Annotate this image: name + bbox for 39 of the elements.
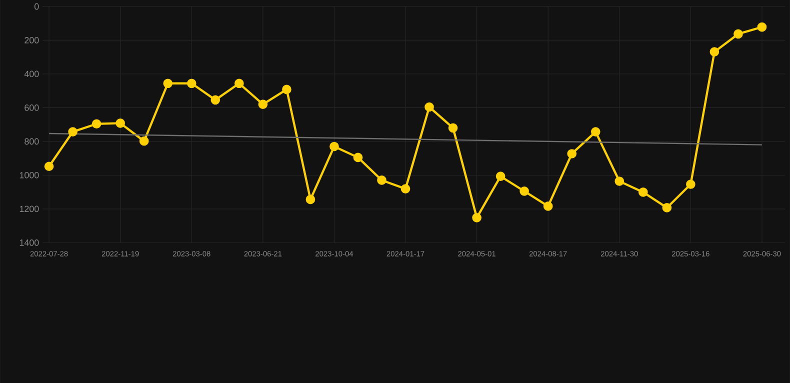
point <box>710 47 720 56</box>
point <box>306 194 316 204</box>
point <box>163 78 173 88</box>
point <box>234 78 244 88</box>
point <box>424 102 434 112</box>
point <box>282 84 292 94</box>
point <box>543 201 553 211</box>
point <box>186 78 196 88</box>
point <box>68 127 78 136</box>
point <box>92 119 102 128</box>
point <box>448 123 458 133</box>
point <box>614 176 624 186</box>
point <box>44 162 54 171</box>
y-tick-label: 800 <box>24 138 39 145</box>
point <box>686 180 696 189</box>
point <box>496 172 506 181</box>
point <box>590 127 600 136</box>
point <box>638 187 648 197</box>
point <box>116 118 126 128</box>
y-tick-label: 600 <box>24 104 39 111</box>
point <box>520 186 529 196</box>
point <box>757 22 767 32</box>
y-tick-label: 200 <box>24 36 39 44</box>
point <box>567 149 577 158</box>
y-tick-label: 1000 <box>20 172 39 178</box>
point <box>353 152 363 162</box>
point <box>734 29 743 39</box>
point <box>210 95 220 105</box>
point <box>400 184 410 194</box>
point <box>662 202 672 212</box>
point <box>258 100 268 109</box>
point <box>472 212 482 222</box>
y-tick-label: 0 <box>34 3 39 10</box>
point <box>139 136 149 146</box>
y-tick-label: 1200 <box>20 206 39 212</box>
point <box>330 142 339 152</box>
point <box>377 175 386 185</box>
y-tick-label: 1400 <box>20 239 39 246</box>
y-tick-label: 400 <box>24 70 39 78</box>
